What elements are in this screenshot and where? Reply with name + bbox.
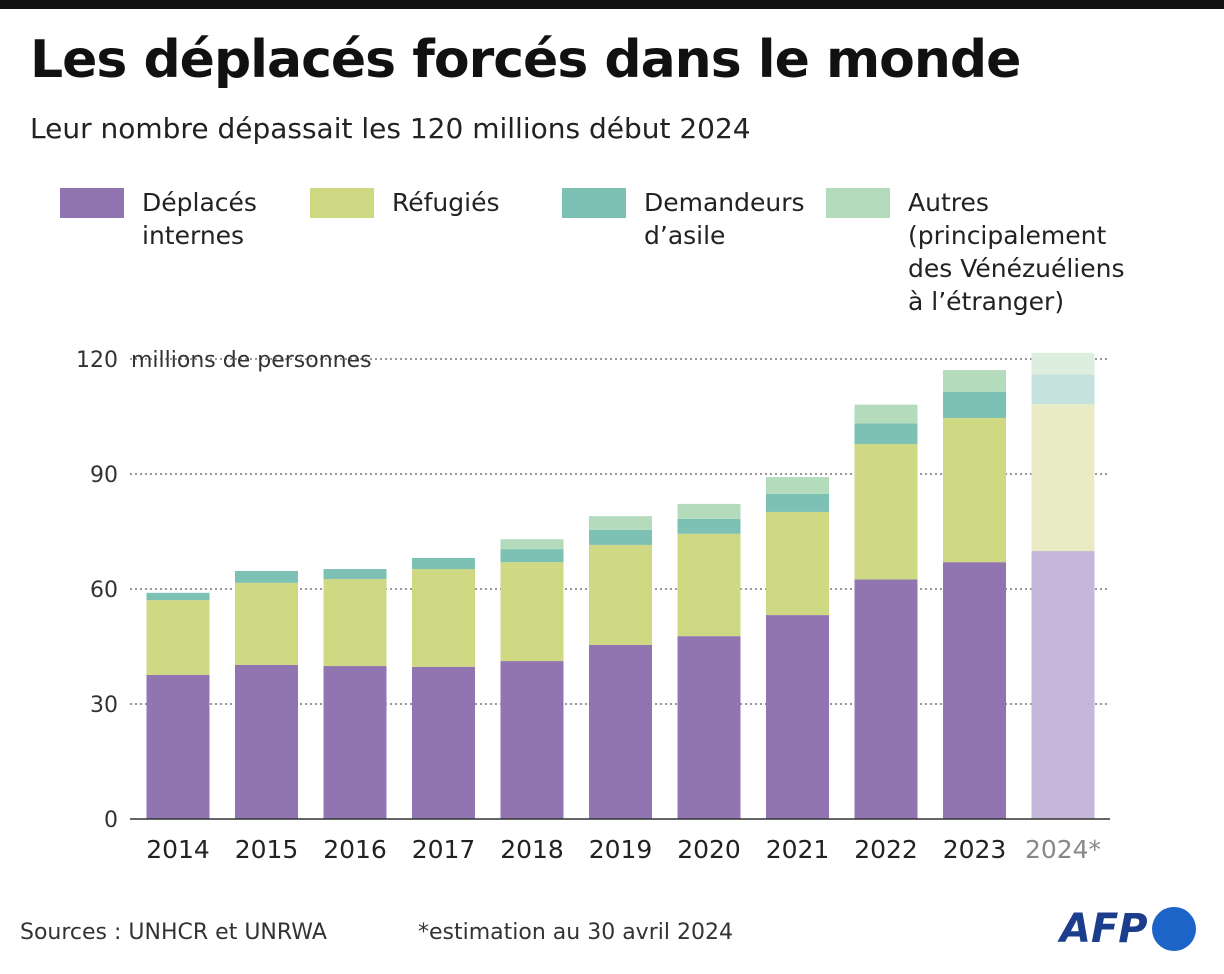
legend-label: Autres (principalement des Vénézuéliens … xyxy=(908,188,1125,316)
bar-segment-2024-3 xyxy=(1031,352,1095,375)
legend-label: Réfugiés xyxy=(392,188,500,217)
bar-segment-2017-2 xyxy=(412,557,475,570)
bar-segment-2017-0 xyxy=(412,666,475,819)
bar-segment-2022-2 xyxy=(854,423,918,445)
bar-segment-2024-0 xyxy=(1031,551,1095,819)
bar-segment-2022-0 xyxy=(854,579,918,819)
bar-segment-2020-1 xyxy=(677,533,741,637)
bar-segment-2014-1 xyxy=(146,600,210,675)
bar-segment-2024-2 xyxy=(1031,374,1095,405)
x-tick-label: 2014 xyxy=(146,835,210,864)
bar-segment-2018-3 xyxy=(500,539,564,550)
bar-segment-2023-2 xyxy=(943,391,1006,419)
x-tick-label: 2019 xyxy=(589,835,653,864)
bar-segment-2021-3 xyxy=(766,477,829,494)
y-tick-label: 60 xyxy=(90,578,118,603)
bar-segment-2023-3 xyxy=(943,370,1006,392)
bar-segment-2018-1 xyxy=(500,562,564,662)
y-tick-label: 90 xyxy=(90,463,118,488)
bar-segment-2016-2 xyxy=(323,569,387,580)
legend-label: Déplacés internes xyxy=(142,188,257,250)
y-tick-label: 0 xyxy=(104,808,118,833)
estimate-note: *estimation au 30 avril 2024 xyxy=(418,920,733,945)
bar-segment-2015-2 xyxy=(235,570,298,583)
legend-swatch xyxy=(562,188,626,218)
bar-segment-2019-0 xyxy=(589,644,652,819)
bar-segment-2021-1 xyxy=(766,511,829,616)
bar-segment-2023-1 xyxy=(943,418,1006,563)
bar-segment-2020-3 xyxy=(677,503,741,519)
legend-others: Autres (principalement des Vénézuéliens … xyxy=(826,186,1138,318)
bar-segment-2021-0 xyxy=(766,615,829,819)
afp-logo: AFP xyxy=(1060,906,1196,952)
x-tick-label: 2024* xyxy=(1025,835,1101,864)
bar-segment-2016-1 xyxy=(323,579,387,667)
bar-segment-2017-1 xyxy=(412,569,475,667)
x-tick-label: 2023 xyxy=(943,835,1007,864)
bar-segment-2019-3 xyxy=(589,516,652,530)
x-tick-label: 2015 xyxy=(235,835,299,864)
bar-segment-2024-1 xyxy=(1031,404,1095,552)
bar-segment-2019-1 xyxy=(589,544,652,645)
stacked-bar-chart: 0 30 60 90 120 millions de personnes 2014 2015 2… xyxy=(76,348,1110,864)
bar-segment-2021-2 xyxy=(766,493,829,512)
legend-asylum: Demandeurs d’asile xyxy=(562,186,824,252)
legend-internal: Déplacés internes xyxy=(60,186,320,252)
bar-segment-2019-2 xyxy=(589,529,652,545)
bar-segment-2018-0 xyxy=(500,661,564,819)
top-bar xyxy=(0,0,1224,9)
legend-swatch xyxy=(60,188,124,218)
legend-label: Demandeurs d’asile xyxy=(644,188,805,250)
chart-subtitle: Leur nombre dépassait les 120 millions d… xyxy=(30,112,751,145)
x-tick-label: 2020 xyxy=(677,835,741,864)
bar-segment-2016-0 xyxy=(323,666,387,819)
x-tick-label: 2017 xyxy=(412,835,476,864)
sources: Sources : UNHCR et UNRWA xyxy=(20,920,327,945)
bar-segment-2018-2 xyxy=(500,549,564,563)
chart-title: Les déplacés forcés dans le monde xyxy=(30,30,1021,90)
x-tick-label: 2016 xyxy=(323,835,387,864)
bar-segment-2020-2 xyxy=(677,518,741,534)
x-tick-label: 2018 xyxy=(500,835,564,864)
x-tick-label: 2022 xyxy=(854,835,918,864)
bar-segment-2015-0 xyxy=(235,664,298,819)
y-tick-label: 30 xyxy=(90,693,118,718)
y-tick-label: 120 xyxy=(76,348,118,373)
x-tick-label: 2021 xyxy=(766,835,830,864)
bar-segment-2020-0 xyxy=(677,636,741,819)
legend-refugees: Réfugiés xyxy=(310,186,500,219)
bar-segment-2022-3 xyxy=(854,404,918,424)
y-axis-label: millions de personnes xyxy=(131,348,372,373)
bar-segment-2014-2 xyxy=(146,592,210,601)
legend-swatch xyxy=(310,188,374,218)
bar-segment-2014-0 xyxy=(146,674,210,819)
legend-swatch xyxy=(826,188,890,218)
bar-segment-2015-1 xyxy=(235,582,298,665)
bar-segment-2023-0 xyxy=(943,562,1006,819)
bar-segment-2022-1 xyxy=(854,444,918,580)
